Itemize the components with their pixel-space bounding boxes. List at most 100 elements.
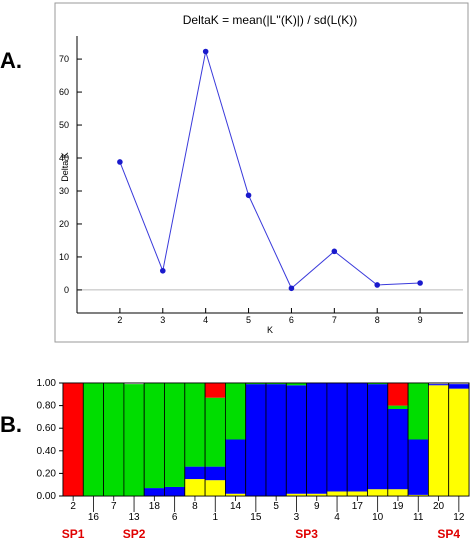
bar-segment-yellow xyxy=(408,494,429,496)
chart-b-category-label: 9 xyxy=(314,501,320,512)
bar-segment-red xyxy=(205,383,226,398)
chart-a-y-tick-label: 70 xyxy=(59,54,69,64)
chart-a-x-axis-label: K xyxy=(267,325,273,335)
chart-b-category-label: 20 xyxy=(433,501,445,512)
chart-a-x-tick-label: 7 xyxy=(332,315,337,325)
chart-a-y-tick-label: 50 xyxy=(59,120,69,130)
chart-a-x-tick-label: 3 xyxy=(160,315,165,325)
bar-segment-blue xyxy=(164,486,185,496)
chart-b-category-label: 4 xyxy=(334,512,340,523)
chart-a-data-point xyxy=(331,248,338,255)
chart-b-category-label: 12 xyxy=(453,512,465,523)
chart-b-bars xyxy=(62,382,470,497)
chart-b-group-label: SP4 xyxy=(437,527,460,541)
panel-b-label: B. xyxy=(0,412,22,437)
chart-a-x-tick-label: 2 xyxy=(117,315,122,325)
bar-segment-green xyxy=(83,383,104,496)
bar-segment-green xyxy=(225,383,246,440)
chart-a-data-point xyxy=(245,192,252,199)
chart-a-y-tick-label: 10 xyxy=(59,252,69,262)
bar-segment-yellow xyxy=(428,385,449,496)
bar-segment-blue xyxy=(184,466,206,480)
chart-b-category-label: 11 xyxy=(413,512,424,523)
chart-a-y-tick-label: 30 xyxy=(59,186,69,196)
bar-segment-blue xyxy=(428,384,449,386)
chart-a-data-point xyxy=(202,48,209,55)
structure-bar-plot: 0.00 0.20 0.40 0.60 0.80 1.00 2 16 7 1 3 18 6 8 11 4 15… xyxy=(37,378,470,541)
bar-segment-yellow xyxy=(448,388,469,496)
bar-segment-green xyxy=(123,384,145,496)
chart-a-title: DeltaK = mean(|L''(K)|) / sd(L(K)) xyxy=(183,13,358,27)
bar-segment-red xyxy=(63,383,84,496)
bar-segment-red xyxy=(387,383,409,406)
bar-segment-green xyxy=(387,405,409,409)
bar-segment-green xyxy=(184,383,206,467)
chart-a-x-tick-label: 8 xyxy=(375,315,380,325)
chart-b-y-tick-label: 0.00 xyxy=(37,491,57,502)
chart-b-y-tick-label: 0.80 xyxy=(37,401,57,412)
bar-segment-blue xyxy=(408,439,429,495)
chart-a-y-tick-label: 0 xyxy=(64,285,69,295)
chart-b-category-label: 7 xyxy=(111,501,117,512)
chart-b-category-label: 15 xyxy=(250,512,262,523)
chart-a-y-tick-label: 60 xyxy=(59,87,69,97)
chart-a-data-point xyxy=(117,159,123,165)
bar-segment-blue xyxy=(387,408,409,490)
bar-segment-yellow xyxy=(326,491,348,496)
chart-b-category-label: 16 xyxy=(88,512,100,523)
bar-segment-green xyxy=(245,383,266,385)
chart-b-category-label: 3 xyxy=(294,512,300,523)
chart-a-y-tick-label: 40 xyxy=(59,153,69,163)
chart-a-x-tick-label: 5 xyxy=(246,315,251,325)
bar-segment-green xyxy=(144,383,165,489)
bar-segment-yellow xyxy=(347,491,368,496)
chart-b-group-label: SP3 xyxy=(295,527,318,541)
chart-b-category-label: 14 xyxy=(230,501,242,512)
chart-b-category-label: 8 xyxy=(192,501,198,512)
bar-segment-green xyxy=(408,383,429,440)
bar-segment-blue xyxy=(306,383,327,494)
chart-b-category-label: 18 xyxy=(149,501,161,512)
bar-segment-blue xyxy=(286,385,307,494)
bar-segment-blue xyxy=(347,383,368,492)
bar-segment-green xyxy=(205,397,226,467)
bar-segment-yellow xyxy=(205,480,226,496)
delta-k-line-chart: DeltaK = mean(|L''(K)|) / sd(L(K)) 0 10 20… xyxy=(54,2,469,343)
bar-segment-yellow xyxy=(184,479,206,496)
chart-a-data-point xyxy=(159,267,166,274)
chart-a-x-tick-label: 4 xyxy=(203,315,208,325)
chart-a-y-axis-label: Delta K xyxy=(60,152,70,182)
chart-b-group-label: SP2 xyxy=(123,527,146,541)
chart-b-y-tick-label: 1.00 xyxy=(37,378,57,389)
chart-b-category-label: 17 xyxy=(352,501,364,512)
chart-b-y-tick-label: 0.40 xyxy=(37,446,57,457)
bar-segment-green xyxy=(103,383,124,496)
bar-segment-yellow xyxy=(387,489,409,496)
chart-b-category-label: 2 xyxy=(70,501,76,512)
chart-b-category-label: 1 xyxy=(212,512,218,523)
bar-segment-green xyxy=(266,383,287,385)
chart-b-y-tick-label: 0.60 xyxy=(37,423,57,434)
bar-segment-blue xyxy=(144,488,165,496)
bar-segment-yellow xyxy=(367,489,388,496)
panel-a-label: A. xyxy=(0,48,22,73)
bar-segment-blue xyxy=(266,384,287,496)
chart-a-axes: 0 10 20 30 40 50 60 70 2 3 4 5 6 7 8 9 xyxy=(59,36,463,325)
bar-segment-blue xyxy=(326,383,348,492)
chart-b-labels: 2 16 7 13 18 6 8 1 14 15 5 3 9 4 17 10 19 11 20 12 SP1 SP2 SP3… xyxy=(62,496,465,541)
chart-a-frame xyxy=(54,2,469,343)
chart-b-category-label: 5 xyxy=(273,501,279,512)
chart-a-data-point xyxy=(417,280,423,286)
chart-b-category-label: 6 xyxy=(172,512,178,523)
chart-a-data-point xyxy=(288,285,295,292)
bar-segment-blue xyxy=(205,466,226,481)
bar-segment-blue xyxy=(367,384,388,490)
bar-segment-green xyxy=(164,383,185,487)
chart-b-category-label: 19 xyxy=(392,501,404,512)
chart-a-data-point xyxy=(374,282,381,288)
bar-segment-yellow xyxy=(225,493,246,496)
chart-b-y-tick-label: 0.20 xyxy=(37,468,57,479)
bar-segment-green xyxy=(367,383,388,385)
chart-a-series-line xyxy=(119,51,421,290)
bar-segment-yellow xyxy=(286,493,307,496)
